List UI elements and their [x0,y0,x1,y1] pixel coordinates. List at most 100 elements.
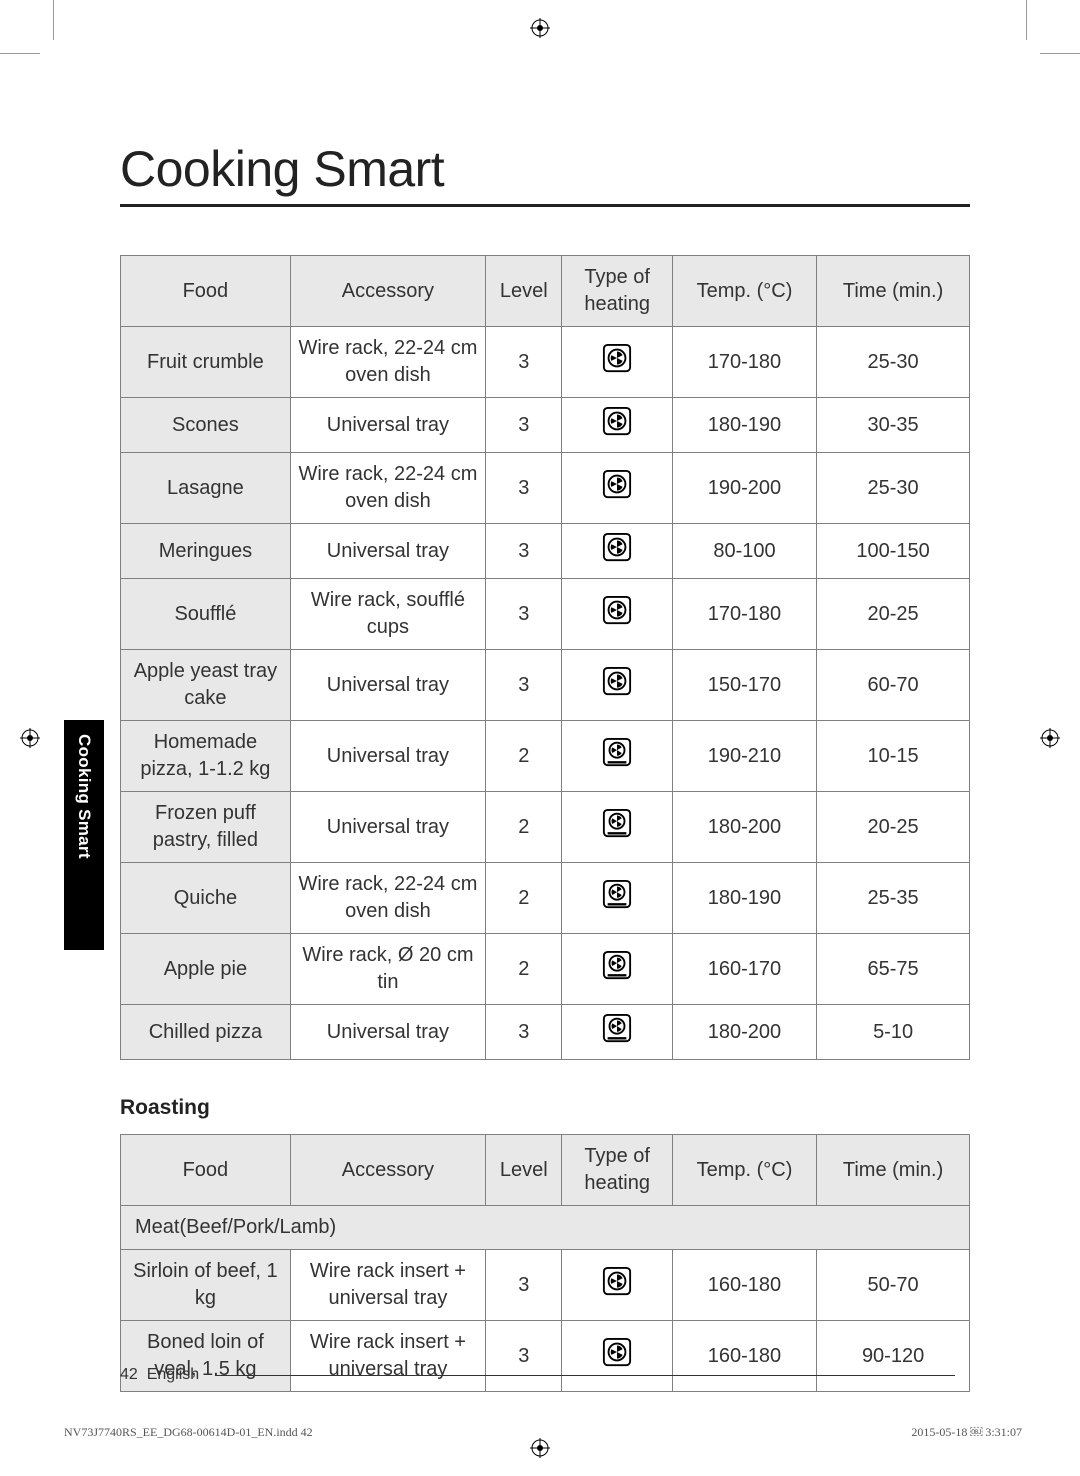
page-footer: 42 English [120,1366,955,1384]
cell-accessory: Wire rack insert + universal tray [290,1250,485,1321]
table-header-row: Food Accessory Level Type of heating Tem… [121,256,970,327]
cell-time: 100-150 [817,524,970,579]
cell-level: 3 [486,1005,562,1060]
table-row: SouffléWire rack, soufflé cups3170-18020… [121,579,970,650]
cell-time: 25-30 [817,453,970,524]
cell-time: 20-25 [817,579,970,650]
cell-food: Lasagne [121,453,291,524]
table-row: Sirloin of beef, 1 kgWire rack insert + … [121,1250,970,1321]
cell-food: Apple yeast tray cake [121,650,291,721]
section-tab: Cooking Smart [64,720,104,950]
cell-level: 3 [486,327,562,398]
heating-mode-icon [562,327,672,398]
cell-accessory: Universal tray [290,792,485,863]
table-row: Frozen puff pastry, filledUniversal tray… [121,792,970,863]
heating-mode-icon [562,1250,672,1321]
heating-mode-icon [562,934,672,1005]
table-header-row: Food Accessory Level Type of heating Tem… [121,1135,970,1206]
header-accessory: Accessory [290,1135,485,1206]
footer-rule [215,1375,955,1376]
cell-level: 2 [486,721,562,792]
cell-temp: 170-180 [672,327,816,398]
cell-level: 3 [486,453,562,524]
cell-food: Sirloin of beef, 1 kg [121,1250,291,1321]
header-time: Time (min.) [817,1135,970,1206]
cell-temp: 190-210 [672,721,816,792]
cell-accessory: Universal tray [290,1005,485,1060]
heating-mode-icon [562,863,672,934]
heating-mode-icon [562,792,672,863]
header-accessory: Accessory [290,256,485,327]
table-row: QuicheWire rack, 22-24 cm oven dish2 180-… [121,863,970,934]
cell-time: 65-75 [817,934,970,1005]
section-row: Meat(Beef/Pork/Lamb) [121,1206,970,1250]
cell-temp: 160-170 [672,934,816,1005]
cell-time: 30-35 [817,398,970,453]
table-row: Apple yeast tray cakeUniversal tray3 150-… [121,650,970,721]
registration-mark-icon [1040,728,1060,748]
heating-mode-icon [562,1005,672,1060]
cell-accessory: Wire rack, Ø 20 cm tin [290,934,485,1005]
cell-temp: 180-200 [672,1005,816,1060]
cell-accessory: Universal tray [290,398,485,453]
roasting-heading: Roasting [120,1096,970,1120]
heating-mode-icon [562,524,672,579]
cell-time: 25-30 [817,327,970,398]
cell-level: 3 [486,524,562,579]
registration-mark-icon [530,18,550,38]
cell-time: 25-35 [817,863,970,934]
registration-mark-icon [20,728,40,748]
cell-food: Homemade pizza, 1-1.2 kg [121,721,291,792]
cell-food: Meringues [121,524,291,579]
heating-mode-icon [562,453,672,524]
footer-timestamp: 2015-05-18 ￼ 3:31:07 [911,1425,1022,1440]
table-row: LasagneWire rack, 22-24 cm oven dish3 190… [121,453,970,524]
cell-temp: 180-190 [672,863,816,934]
cell-temp: 180-190 [672,398,816,453]
cell-food: Scones [121,398,291,453]
header-food: Food [121,1135,291,1206]
table-row: Chilled pizzaUniversal tray3180-2005-10 [121,1005,970,1060]
footer-language: English [147,1366,199,1384]
registration-mark-icon [530,1438,550,1458]
cell-accessory: Universal tray [290,650,485,721]
cell-time: 10-15 [817,721,970,792]
cell-temp: 80-100 [672,524,816,579]
header-temp: Temp. (°C) [672,1135,816,1206]
header-heating: Type of heating [562,256,672,327]
cell-level: 2 [486,863,562,934]
page-number: 42 [120,1366,138,1384]
cell-time: 60-70 [817,650,970,721]
heating-mode-icon [562,579,672,650]
header-temp: Temp. (°C) [672,256,816,327]
cell-level: 3 [486,650,562,721]
cell-temp: 190-200 [672,453,816,524]
page-title: Cooking Smart [120,140,970,207]
cooking-table: Food Accessory Level Type of heating Tem… [120,255,970,1060]
cell-accessory: Wire rack, 22-24 cm oven dish [290,327,485,398]
cell-accessory: Wire rack, soufflé cups [290,579,485,650]
header-level: Level [486,1135,562,1206]
header-heating: Type of heating [562,1135,672,1206]
cell-time: 50-70 [817,1250,970,1321]
section-label: Meat(Beef/Pork/Lamb) [121,1206,970,1250]
cell-accessory: Wire rack, 22-24 cm oven dish [290,453,485,524]
cell-accessory: Universal tray [290,721,485,792]
cell-temp: 150-170 [672,650,816,721]
cell-food: Fruit crumble [121,327,291,398]
header-time: Time (min.) [817,256,970,327]
table-row: Homemade pizza, 1-1.2 kgUniversal tray2 1… [121,721,970,792]
cell-level: 3 [486,398,562,453]
header-food: Food [121,256,291,327]
cell-food: Soufflé [121,579,291,650]
cell-food: Apple pie [121,934,291,1005]
cell-level: 3 [486,1250,562,1321]
cell-food: Chilled pizza [121,1005,291,1060]
cell-accessory: Wire rack, 22-24 cm oven dish [290,863,485,934]
table-row: Fruit crumbleWire rack, 22-24 cm oven di… [121,327,970,398]
cell-temp: 180-200 [672,792,816,863]
heating-mode-icon [562,721,672,792]
table-row: Apple pieWire rack, Ø 20 cm tin2160-1706… [121,934,970,1005]
header-level: Level [486,256,562,327]
cell-food: Quiche [121,863,291,934]
